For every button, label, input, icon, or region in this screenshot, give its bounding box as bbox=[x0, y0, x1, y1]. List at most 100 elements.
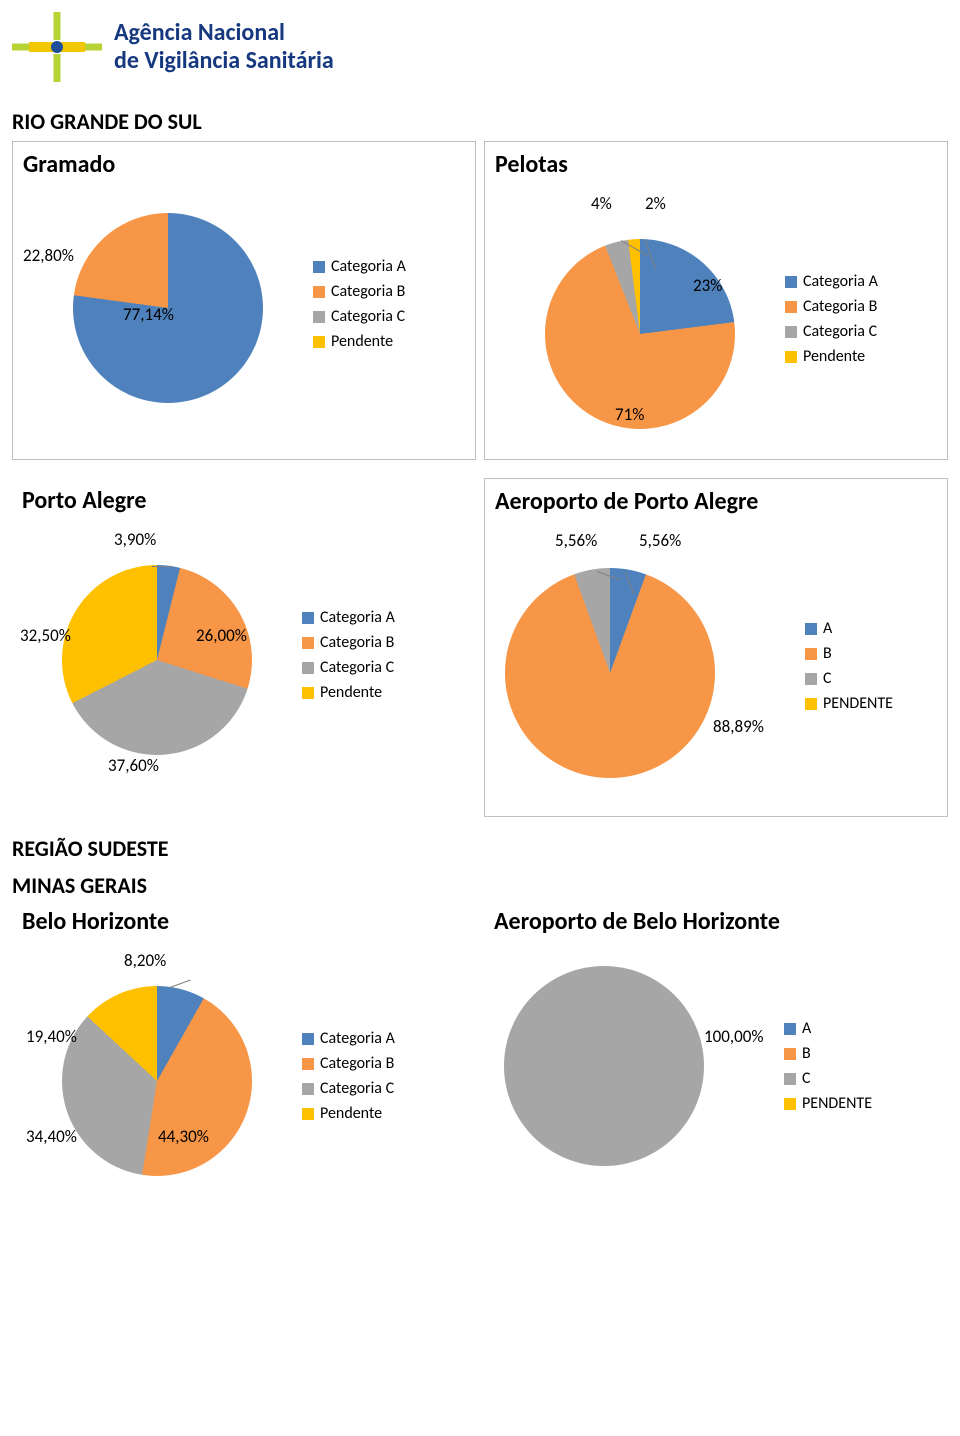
chart-legend: Categoria A Categoria B Categoria C Pendent… bbox=[302, 608, 395, 702]
legend-swatch bbox=[302, 687, 314, 699]
legend-item: A bbox=[805, 619, 893, 638]
legend-swatch bbox=[784, 1048, 796, 1060]
chart-legend: Categoria A Categoria B Categoria C Pendent… bbox=[302, 1029, 395, 1123]
legend-label: Pendente bbox=[331, 332, 393, 351]
region-heading: REGIÃO SUDESTE bbox=[12, 835, 948, 862]
legend-swatch bbox=[805, 673, 817, 685]
legend-swatch bbox=[313, 286, 325, 298]
chart-legend: ABC PENDENTE bbox=[784, 1019, 872, 1113]
charts-row: Porto Alegre3,90%26,00%37,60%32,50%Categ… bbox=[12, 478, 948, 817]
legend-label: Categoria B bbox=[320, 1054, 394, 1073]
legend-label: Pendente bbox=[320, 1104, 382, 1123]
brand-line-1: Agência Nacional bbox=[114, 19, 334, 47]
chart-panel: Porto Alegre3,90%26,00%37,60%32,50%Categ… bbox=[12, 478, 476, 817]
pie-slice-label: 88,89% bbox=[713, 716, 764, 737]
legend-swatch bbox=[785, 276, 797, 288]
legend-swatch bbox=[313, 311, 325, 323]
legend-item: Categoria C bbox=[302, 658, 395, 677]
pie-slice-label: 34,40% bbox=[26, 1126, 77, 1147]
legend-item: Categoria A bbox=[785, 272, 878, 291]
legend-label: A bbox=[802, 1019, 811, 1038]
state-heading: MINAS GERAIS bbox=[12, 872, 948, 899]
chart-title: Belo Horizonte bbox=[22, 907, 466, 936]
legend-swatch bbox=[805, 648, 817, 660]
chart-title: Pelotas bbox=[495, 150, 937, 179]
pie-chart: 8,20%44,30%34,40%19,40% bbox=[22, 946, 292, 1206]
pie-slice-label: 2% bbox=[645, 193, 666, 214]
legend-item: Categoria A bbox=[302, 1029, 395, 1048]
legend-swatch bbox=[313, 336, 325, 348]
legend-swatch bbox=[302, 637, 314, 649]
legend-label: B bbox=[802, 1044, 811, 1063]
chart-panel: Aeroporto de Porto Alegre5,56%88,89%5,56… bbox=[484, 478, 948, 817]
legend-label: Categoria C bbox=[803, 322, 877, 341]
legend-label: Categoria B bbox=[803, 297, 877, 316]
legend-label: Categoria C bbox=[331, 307, 405, 326]
anvisa-logo-icon bbox=[12, 12, 102, 82]
pie-chart: 5,56% 88,89% 5,56% bbox=[495, 526, 795, 806]
legend-swatch bbox=[313, 261, 325, 273]
brand-line-2: de Vigilância Sanitária bbox=[114, 47, 334, 75]
chart-panel: Gramado22,80%77,14%Categoria ACategoria … bbox=[12, 141, 476, 460]
pie-slice-label: 19,40% bbox=[26, 1026, 77, 1047]
chart-legend: Categoria A Categoria B Categoria C Pendent… bbox=[313, 257, 406, 351]
legend-item: Categoria A bbox=[302, 608, 395, 627]
legend-label: PENDENTE bbox=[802, 1094, 872, 1113]
legend-item: Pendente bbox=[302, 1104, 395, 1123]
pie-slice-label: 32,50% bbox=[20, 625, 71, 646]
pie-slice-label: 44,30% bbox=[158, 1126, 209, 1147]
pie-slice-label: 37,60% bbox=[108, 755, 159, 776]
pie-slice-label: 5,56% bbox=[639, 530, 681, 551]
pie-slice-label: 5,56% bbox=[555, 530, 597, 551]
legend-label: Categoria A bbox=[320, 608, 395, 627]
legend-item: B bbox=[805, 644, 893, 663]
legend-swatch bbox=[302, 612, 314, 624]
legend-item: PENDENTE bbox=[784, 1094, 872, 1113]
charts-row: Belo Horizonte8,20%44,30%34,40%19,40%Cat… bbox=[12, 899, 948, 1216]
legend-swatch bbox=[302, 1083, 314, 1095]
legend-swatch bbox=[302, 1058, 314, 1070]
legend-label: Categoria C bbox=[320, 658, 394, 677]
legend-item: A bbox=[784, 1019, 872, 1038]
chart-title: Porto Alegre bbox=[22, 486, 466, 515]
legend-label: Categoria B bbox=[331, 282, 405, 301]
chart-legend: Categoria A Categoria B Categoria C Pendent… bbox=[785, 272, 878, 366]
legend-label: C bbox=[823, 669, 832, 688]
chart-panel: Aeroporto de Belo Horizonte 100,00% ABC PEN… bbox=[484, 899, 948, 1216]
legend-swatch bbox=[785, 326, 797, 338]
brand-header: Agência Nacional de Vigilância Sanitária bbox=[12, 12, 948, 82]
legend-label: Categoria A bbox=[320, 1029, 395, 1048]
pie-chart: 3,90%26,00%37,60%32,50% bbox=[22, 525, 292, 785]
legend-item: C bbox=[784, 1069, 872, 1088]
legend-item: Categoria C bbox=[313, 307, 406, 326]
legend-label: Categoria A bbox=[331, 257, 406, 276]
charts-row: Gramado22,80%77,14%Categoria ACategoria … bbox=[12, 141, 948, 460]
legend-item: Categoria B bbox=[302, 633, 395, 652]
legend-swatch bbox=[805, 698, 817, 710]
chart-title: Aeroporto de Porto Alegre bbox=[495, 487, 937, 516]
brand-title: Agência Nacional de Vigilância Sanitária bbox=[114, 19, 334, 74]
pie-slice-label: 22,80% bbox=[23, 245, 74, 266]
legend-item: B bbox=[784, 1044, 872, 1063]
legend-label: Pendente bbox=[803, 347, 865, 366]
pie-chart: 23%71%4%2% bbox=[495, 189, 775, 449]
region-heading: RIO GRANDE DO SUL bbox=[12, 108, 948, 135]
legend-swatch bbox=[784, 1073, 796, 1085]
legend-item: PENDENTE bbox=[805, 694, 893, 713]
chart-panel: Pelotas23%71%4%2%Categoria ACategoria BC… bbox=[484, 141, 948, 460]
legend-item: Pendente bbox=[302, 683, 395, 702]
legend-label: B bbox=[823, 644, 832, 663]
chart-title: Gramado bbox=[23, 150, 465, 179]
legend-swatch bbox=[784, 1023, 796, 1035]
chart-title: Aeroporto de Belo Horizonte bbox=[494, 907, 938, 936]
legend-item: Categoria B bbox=[302, 1054, 395, 1073]
pie-slice-label: 100,00% bbox=[704, 1026, 763, 1047]
pie-chart: 22,80%77,14% bbox=[23, 189, 303, 419]
legend-item: Categoria C bbox=[302, 1079, 395, 1098]
legend-label: Categoria B bbox=[320, 633, 394, 652]
legend-label: Pendente bbox=[320, 683, 382, 702]
legend-item: Categoria A bbox=[313, 257, 406, 276]
legend-swatch bbox=[785, 301, 797, 313]
legend-item: C bbox=[805, 669, 893, 688]
legend-swatch bbox=[302, 1033, 314, 1045]
